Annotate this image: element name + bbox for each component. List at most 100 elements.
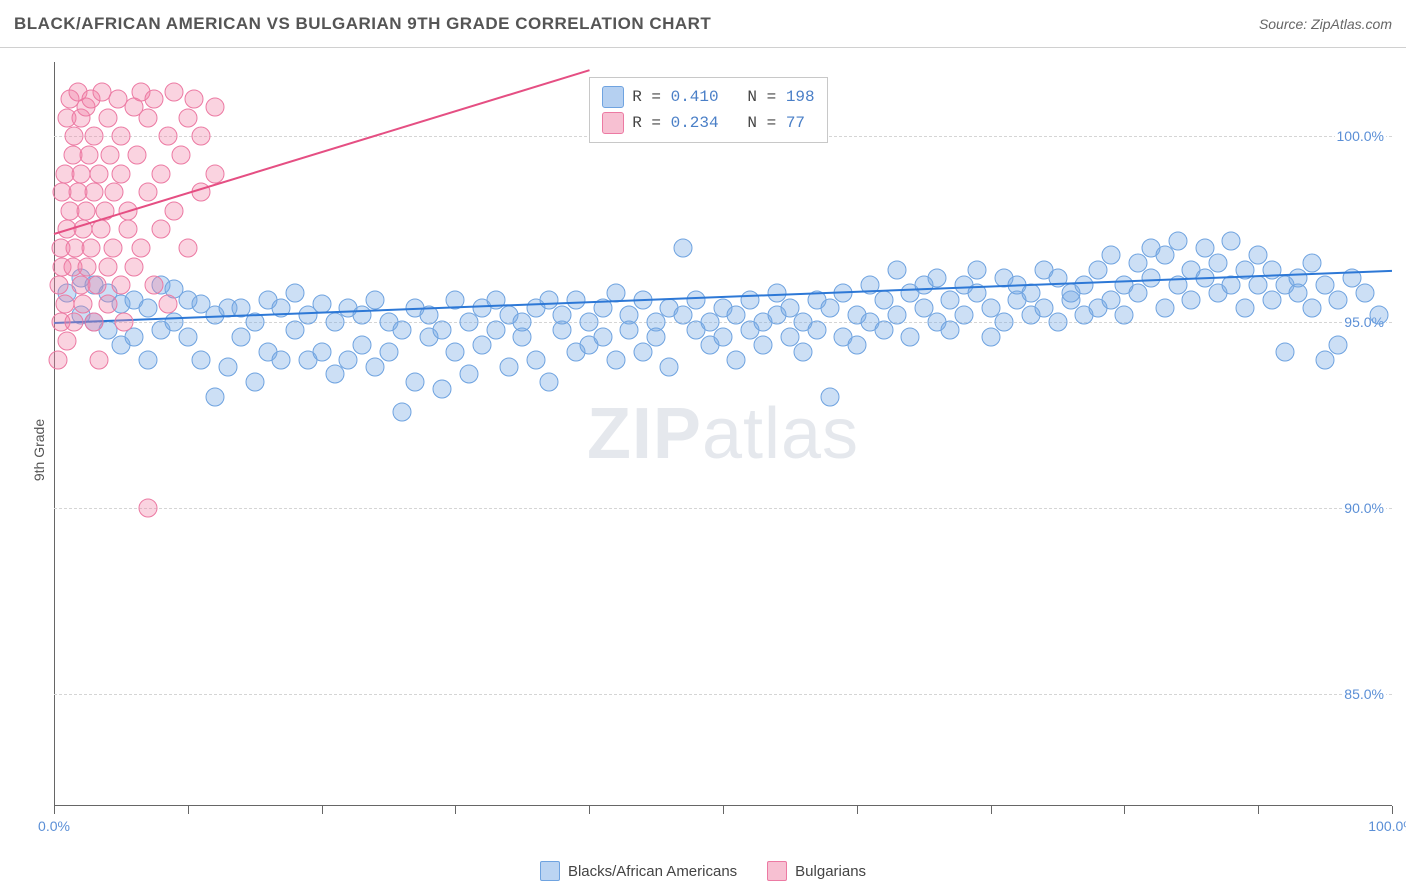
scatter-point: [138, 499, 157, 518]
scatter-point: [1329, 335, 1348, 354]
scatter-point: [968, 261, 987, 280]
chart-header: BLACK/AFRICAN AMERICAN VS BULGARIAN 9TH …: [0, 0, 1406, 48]
scatter-point: [1316, 350, 1335, 369]
x-tick: [723, 806, 724, 814]
scatter-point: [145, 90, 164, 109]
scatter-point: [901, 328, 920, 347]
y-tick-label: 100.0%: [1335, 128, 1386, 144]
scatter-point: [740, 291, 759, 310]
x-tick: [1258, 806, 1259, 814]
scatter-point: [687, 291, 706, 310]
x-tick: [188, 806, 189, 814]
source-attribution: Source: ZipAtlas.com: [1259, 16, 1392, 32]
scatter-point: [1155, 298, 1174, 317]
scatter-point: [74, 294, 93, 313]
scatter-point: [205, 164, 224, 183]
scatter-point: [125, 257, 144, 276]
scatter-point: [647, 328, 666, 347]
scatter-point: [754, 335, 773, 354]
stats-text: R = 0.234 N = 77: [632, 114, 805, 132]
scatter-point: [178, 328, 197, 347]
legend-label-blue: Blacks/African Americans: [568, 863, 737, 880]
scatter-point: [152, 220, 171, 239]
scatter-point: [499, 358, 518, 377]
scatter-point: [887, 261, 906, 280]
scatter-point: [673, 239, 692, 258]
scatter-point: [1222, 231, 1241, 250]
scatter-point: [85, 313, 104, 332]
scatter-point: [1369, 305, 1388, 324]
scatter-point: [178, 239, 197, 258]
scatter-point: [994, 313, 1013, 332]
scatter-point: [1356, 283, 1375, 302]
scatter-point: [118, 220, 137, 239]
scatter-point: [285, 283, 304, 302]
scatter-point: [446, 343, 465, 362]
scatter-point: [1302, 253, 1321, 272]
scatter-point: [87, 276, 106, 295]
x-axis-label-right: 100.0%: [1368, 818, 1406, 834]
scatter-point: [1302, 298, 1321, 317]
scatter-point: [127, 146, 146, 165]
scatter-point: [165, 201, 184, 220]
scatter-point: [1209, 253, 1228, 272]
scatter-point: [486, 320, 505, 339]
stats-row: R = 0.234 N = 77: [602, 110, 814, 136]
scatter-point: [1235, 298, 1254, 317]
x-tick: [991, 806, 992, 814]
x-tick: [322, 806, 323, 814]
scatter-point: [172, 146, 191, 165]
scatter-point: [218, 358, 237, 377]
scatter-point: [82, 239, 101, 258]
scatter-point: [85, 127, 104, 146]
scatter-point: [103, 239, 122, 258]
scatter-point: [98, 257, 117, 276]
x-tick: [1124, 806, 1125, 814]
scatter-point: [138, 108, 157, 127]
scatter-point: [459, 313, 478, 332]
scatter-point: [232, 328, 251, 347]
scatter-point: [178, 108, 197, 127]
watermark-light: atlas: [702, 394, 859, 474]
scatter-point: [325, 365, 344, 384]
x-tick: [54, 806, 55, 814]
scatter-point: [821, 387, 840, 406]
scatter-point: [553, 305, 572, 324]
scatter-point: [158, 294, 177, 313]
scatter-point: [392, 320, 411, 339]
scatter-point: [111, 127, 130, 146]
x-tick: [1392, 806, 1393, 814]
scatter-point: [138, 298, 157, 317]
scatter-point: [101, 146, 120, 165]
y-axis-label: 9th Grade: [31, 419, 47, 481]
scatter-point: [98, 108, 117, 127]
scatter-point: [593, 328, 612, 347]
scatter-point: [245, 372, 264, 391]
scatter-point: [1222, 276, 1241, 295]
scatter-point: [847, 335, 866, 354]
scatter-point: [65, 127, 84, 146]
scatter-point: [620, 320, 639, 339]
scatter-point: [339, 350, 358, 369]
scatter-point: [433, 320, 452, 339]
scatter-point: [352, 335, 371, 354]
scatter-point: [325, 313, 344, 332]
scatter-point: [90, 350, 109, 369]
scatter-point: [887, 305, 906, 324]
scatter-point: [1102, 246, 1121, 265]
stats-swatch-pink: [602, 112, 624, 134]
chart-area: 9th Grade ZIPatlas 85.0%90.0%95.0%100.0%…: [0, 48, 1406, 852]
scatter-point: [90, 164, 109, 183]
scatter-point: [152, 164, 171, 183]
scatter-point: [55, 294, 74, 313]
scatter-point: [660, 358, 679, 377]
scatter-point: [192, 350, 211, 369]
scatter-point: [714, 328, 733, 347]
y-tick-label: 90.0%: [1342, 500, 1386, 516]
scatter-point: [192, 127, 211, 146]
watermark-bold: ZIP: [587, 394, 702, 474]
scatter-point: [105, 183, 124, 202]
scatter-point: [205, 387, 224, 406]
scatter-point: [49, 350, 68, 369]
scatter-point: [807, 320, 826, 339]
